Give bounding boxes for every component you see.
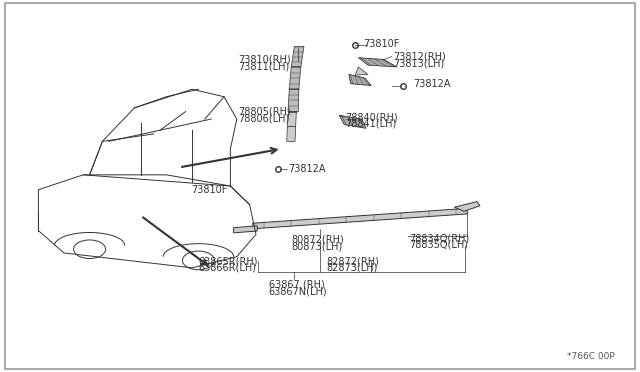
Text: 63865R(RH): 63865R(RH) <box>198 256 258 266</box>
Polygon shape <box>287 112 296 126</box>
Polygon shape <box>289 67 301 89</box>
Polygon shape <box>234 226 257 233</box>
Text: 80873(LH): 80873(LH) <box>291 241 342 251</box>
Text: 73812A: 73812A <box>413 79 451 89</box>
Polygon shape <box>288 89 299 112</box>
Text: 73813(LH): 73813(LH) <box>394 58 445 68</box>
Text: 78834Q(RH): 78834Q(RH) <box>410 233 470 243</box>
Polygon shape <box>291 46 304 67</box>
Text: *766C 00P: *766C 00P <box>566 352 614 361</box>
Polygon shape <box>349 74 371 86</box>
Text: 73810(RH): 73810(RH) <box>238 55 291 64</box>
Text: 82872(RH): 82872(RH) <box>326 256 380 266</box>
Text: 78840(RH): 78840(RH) <box>346 112 398 122</box>
Text: 82873(LH): 82873(LH) <box>326 263 378 273</box>
Polygon shape <box>454 202 480 211</box>
Polygon shape <box>355 67 368 75</box>
Text: 73812A: 73812A <box>288 164 326 174</box>
Polygon shape <box>358 58 397 67</box>
Polygon shape <box>253 208 467 229</box>
Text: 73810F: 73810F <box>363 39 399 48</box>
Polygon shape <box>287 126 296 141</box>
Text: 78841(LH): 78841(LH) <box>346 119 397 129</box>
Text: 63866R(LH): 63866R(LH) <box>198 263 257 273</box>
Text: 80872(RH): 80872(RH) <box>291 235 344 244</box>
Text: 78806(LH): 78806(LH) <box>238 113 289 123</box>
Text: 63867N(LH): 63867N(LH) <box>269 286 328 296</box>
Text: 78835Q(LH): 78835Q(LH) <box>410 240 468 250</box>
Text: 78805(RH): 78805(RH) <box>238 107 291 116</box>
Text: 73811(LH): 73811(LH) <box>238 61 289 71</box>
Text: 73812(RH): 73812(RH) <box>394 52 446 61</box>
Text: 73810F: 73810F <box>191 186 227 195</box>
Polygon shape <box>339 115 366 128</box>
Text: 63867 (RH): 63867 (RH) <box>269 280 324 289</box>
